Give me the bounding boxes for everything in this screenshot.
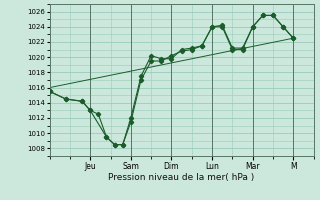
X-axis label: Pression niveau de la mer( hPa ): Pression niveau de la mer( hPa ) (108, 173, 255, 182)
